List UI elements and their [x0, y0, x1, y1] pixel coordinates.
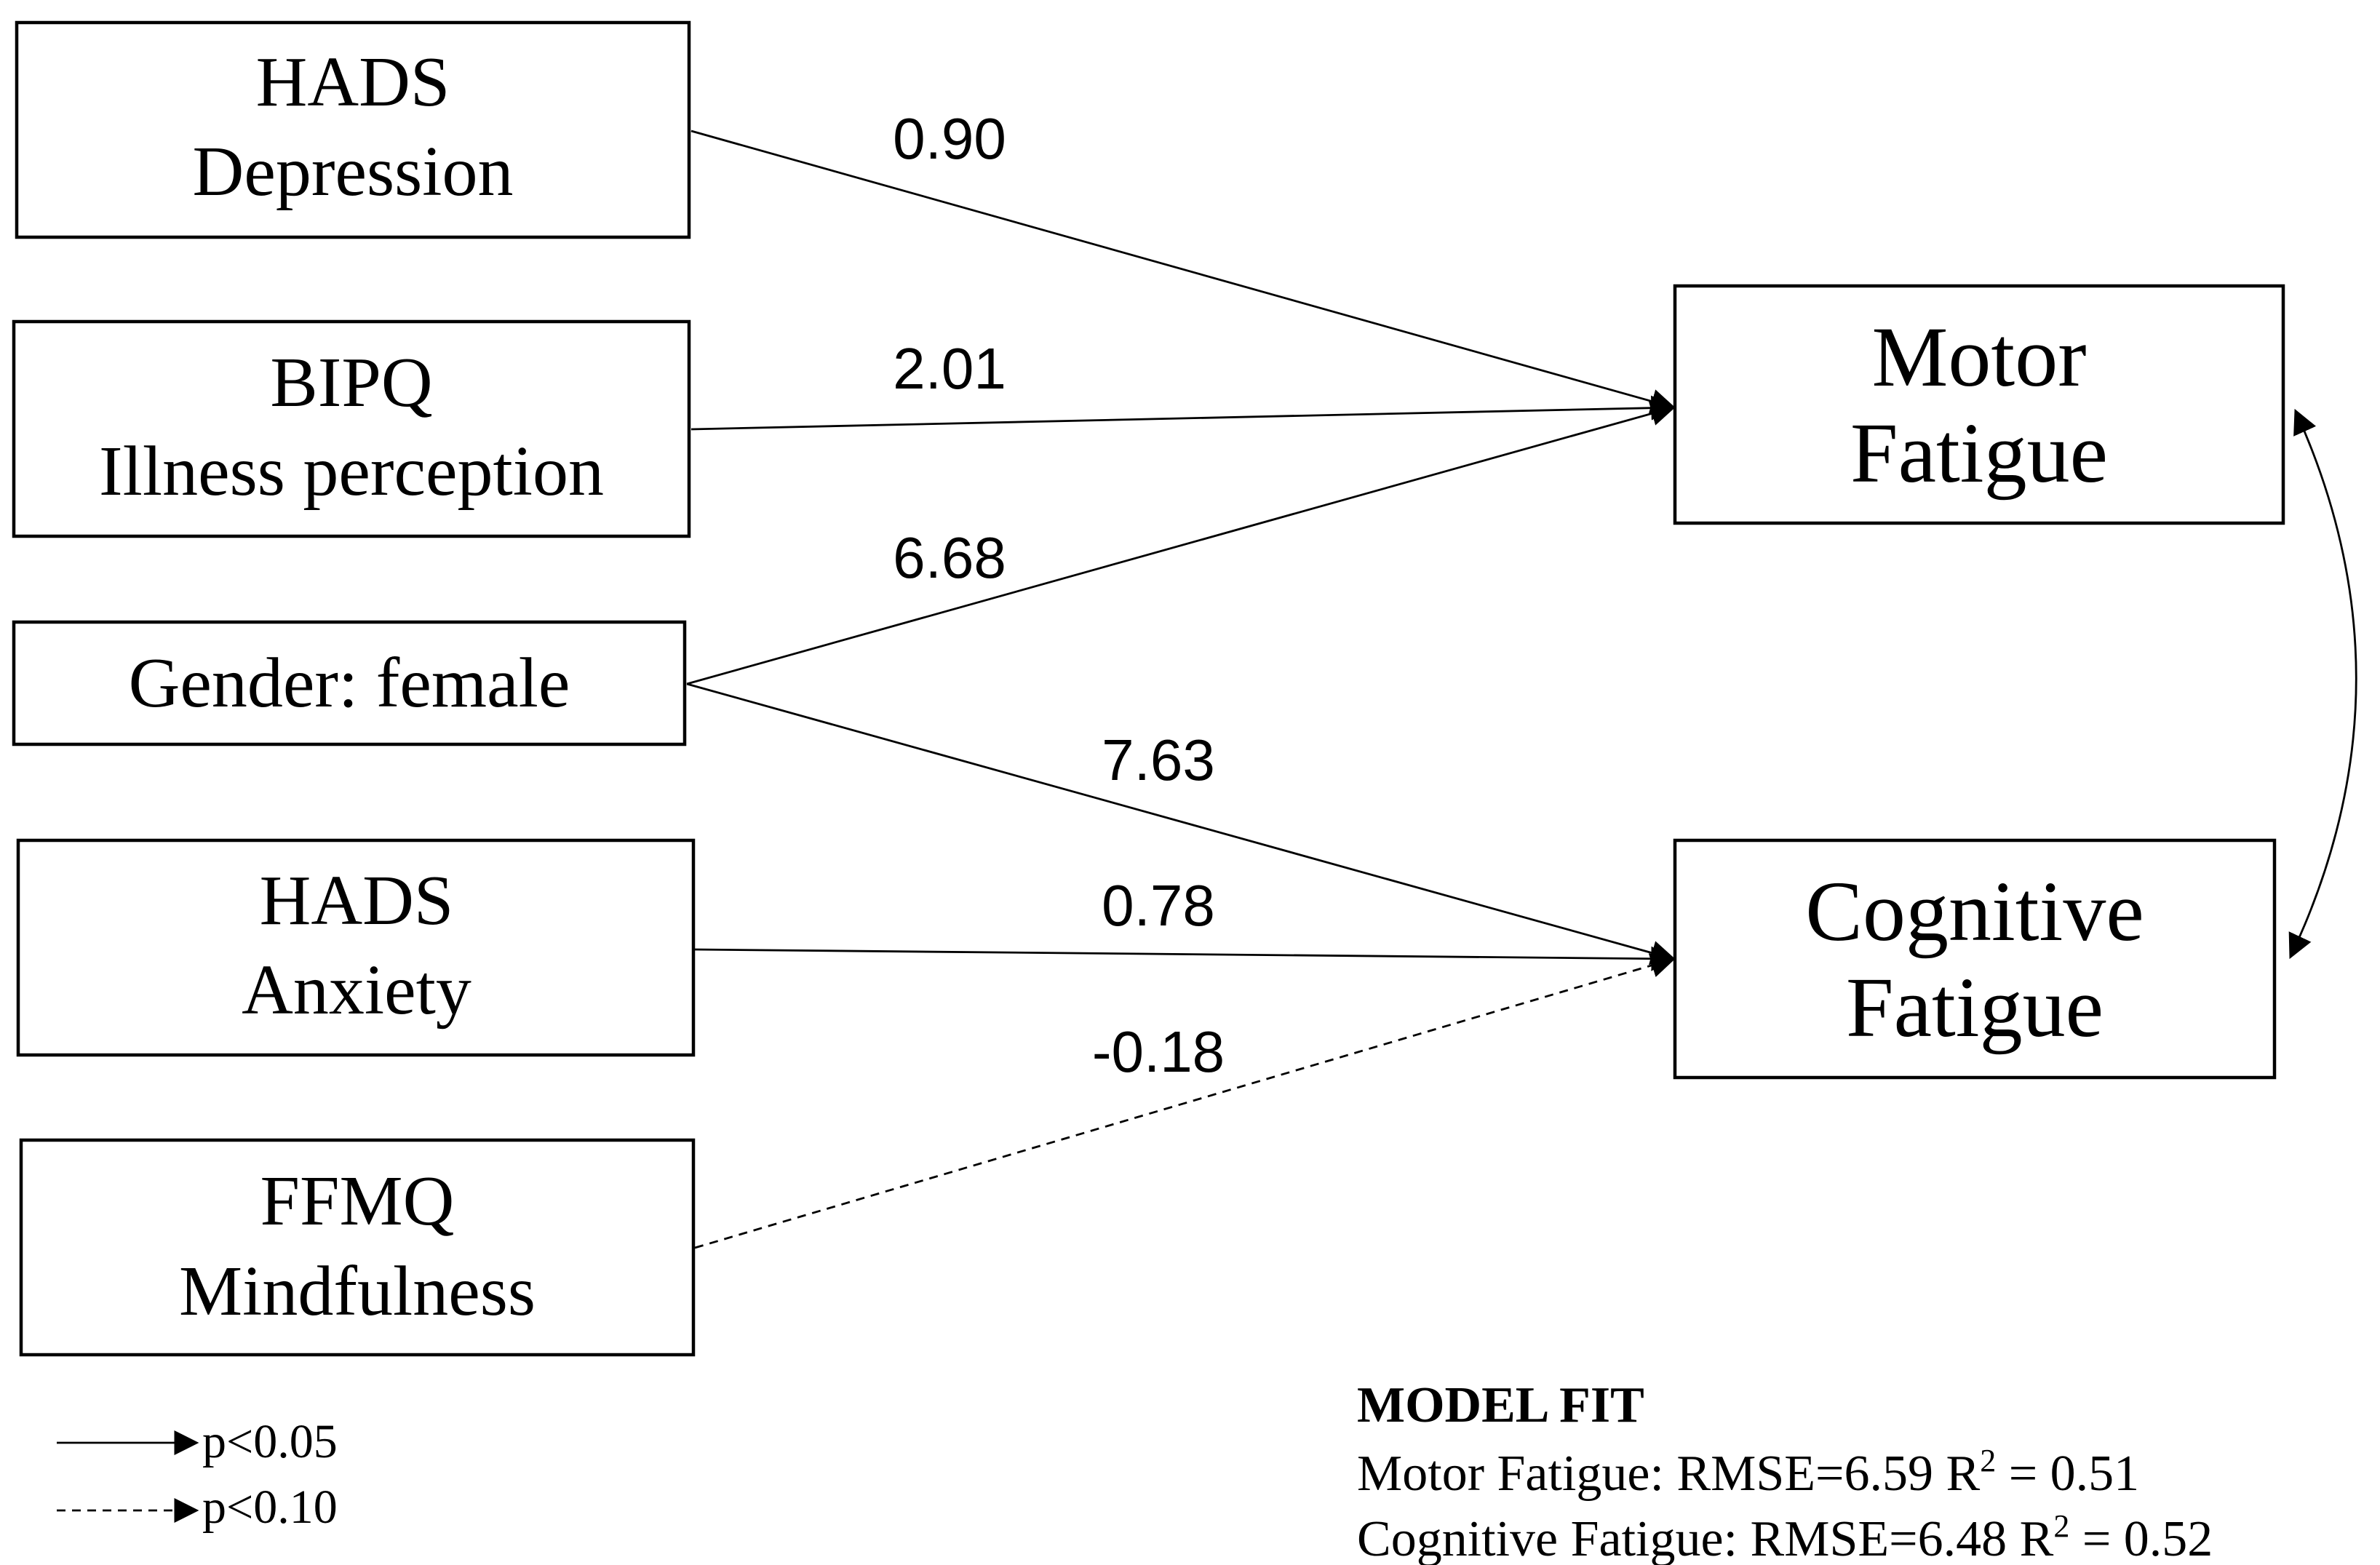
node-hads-anxiety: HADS Anxiety	[16, 838, 696, 1057]
svg-text:Cognitive: Cognitive	[1805, 864, 2144, 959]
node-bipq-illness-perception: BIPQ Illness perception	[12, 319, 691, 538]
svg-text:FFMQ: FFMQ	[260, 1162, 455, 1241]
node-hads-depression: HADS Depression	[15, 20, 691, 239]
svg-text:HADS: HADS	[256, 43, 450, 122]
svg-text:Fatigue: Fatigue	[1850, 405, 2108, 501]
coef-bipq-motor: 2.01	[893, 336, 1006, 401]
coef-ffmq-cognitive: -0.18	[1092, 1019, 1225, 1084]
svg-text:Anxiety: Anxiety	[242, 951, 471, 1030]
model-fit-title: MODEL FIT	[1357, 1377, 1644, 1433]
svg-text:Gender: female: Gender: female	[129, 644, 570, 722]
node-gender-female: Gender: female	[12, 620, 687, 746]
path-anxiety-to-cognitive	[694, 946, 1676, 971]
path-depression-to-motor	[690, 130, 1676, 414]
path-bipq-to-motor	[690, 395, 1676, 431]
coef-gender-cognitive: 7.63	[1102, 728, 1215, 792]
svg-text:Illness perception: Illness perception	[99, 432, 604, 511]
legend-dashed-label: p<0.10	[202, 1481, 338, 1534]
coef-anxiety-cognitive: 0.78	[1102, 873, 1215, 938]
svg-text:HADS: HADS	[260, 861, 454, 940]
path-gender-to-motor	[686, 401, 1676, 685]
svg-text:BIPQ: BIPQ	[270, 343, 432, 422]
node-ffmq-mindfulness: FFMQ Mindfulness	[19, 1138, 696, 1357]
legend: p<0.05 p<0.10	[57, 1415, 338, 1534]
node-cognitive-fatigue: Cognitive Fatigue	[1673, 838, 2277, 1080]
model-fit-motor: Motor Fatigue: RMSE=6.59 R2 = 0.51	[1357, 1443, 2139, 1502]
node-motor-fatigue: Motor Fatigue	[1673, 284, 2285, 525]
svg-text:Depression: Depression	[193, 132, 514, 211]
svg-text:Fatigue: Fatigue	[1846, 960, 2104, 1055]
legend-solid-label: p<0.05	[202, 1415, 338, 1468]
path-gender-to-cognitive	[686, 682, 1676, 965]
svg-text:Mindfulness: Mindfulness	[179, 1252, 536, 1331]
path-ffmq-to-cognitive	[694, 953, 1676, 1249]
model-fit-block: MODEL FIT Motor Fatigue: RMSE=6.59 R2 = …	[1357, 1377, 2213, 1565]
coef-gender-motor: 6.68	[893, 525, 1006, 590]
covariance-curve	[2288, 408, 2357, 960]
coef-depression-motor: 0.90	[893, 106, 1006, 171]
model-fit-cognitive: Cognitive Fatigue: RMSE=6.48 R2 = 0.52	[1357, 1508, 2213, 1565]
svg-text:Motor: Motor	[1872, 309, 2087, 405]
